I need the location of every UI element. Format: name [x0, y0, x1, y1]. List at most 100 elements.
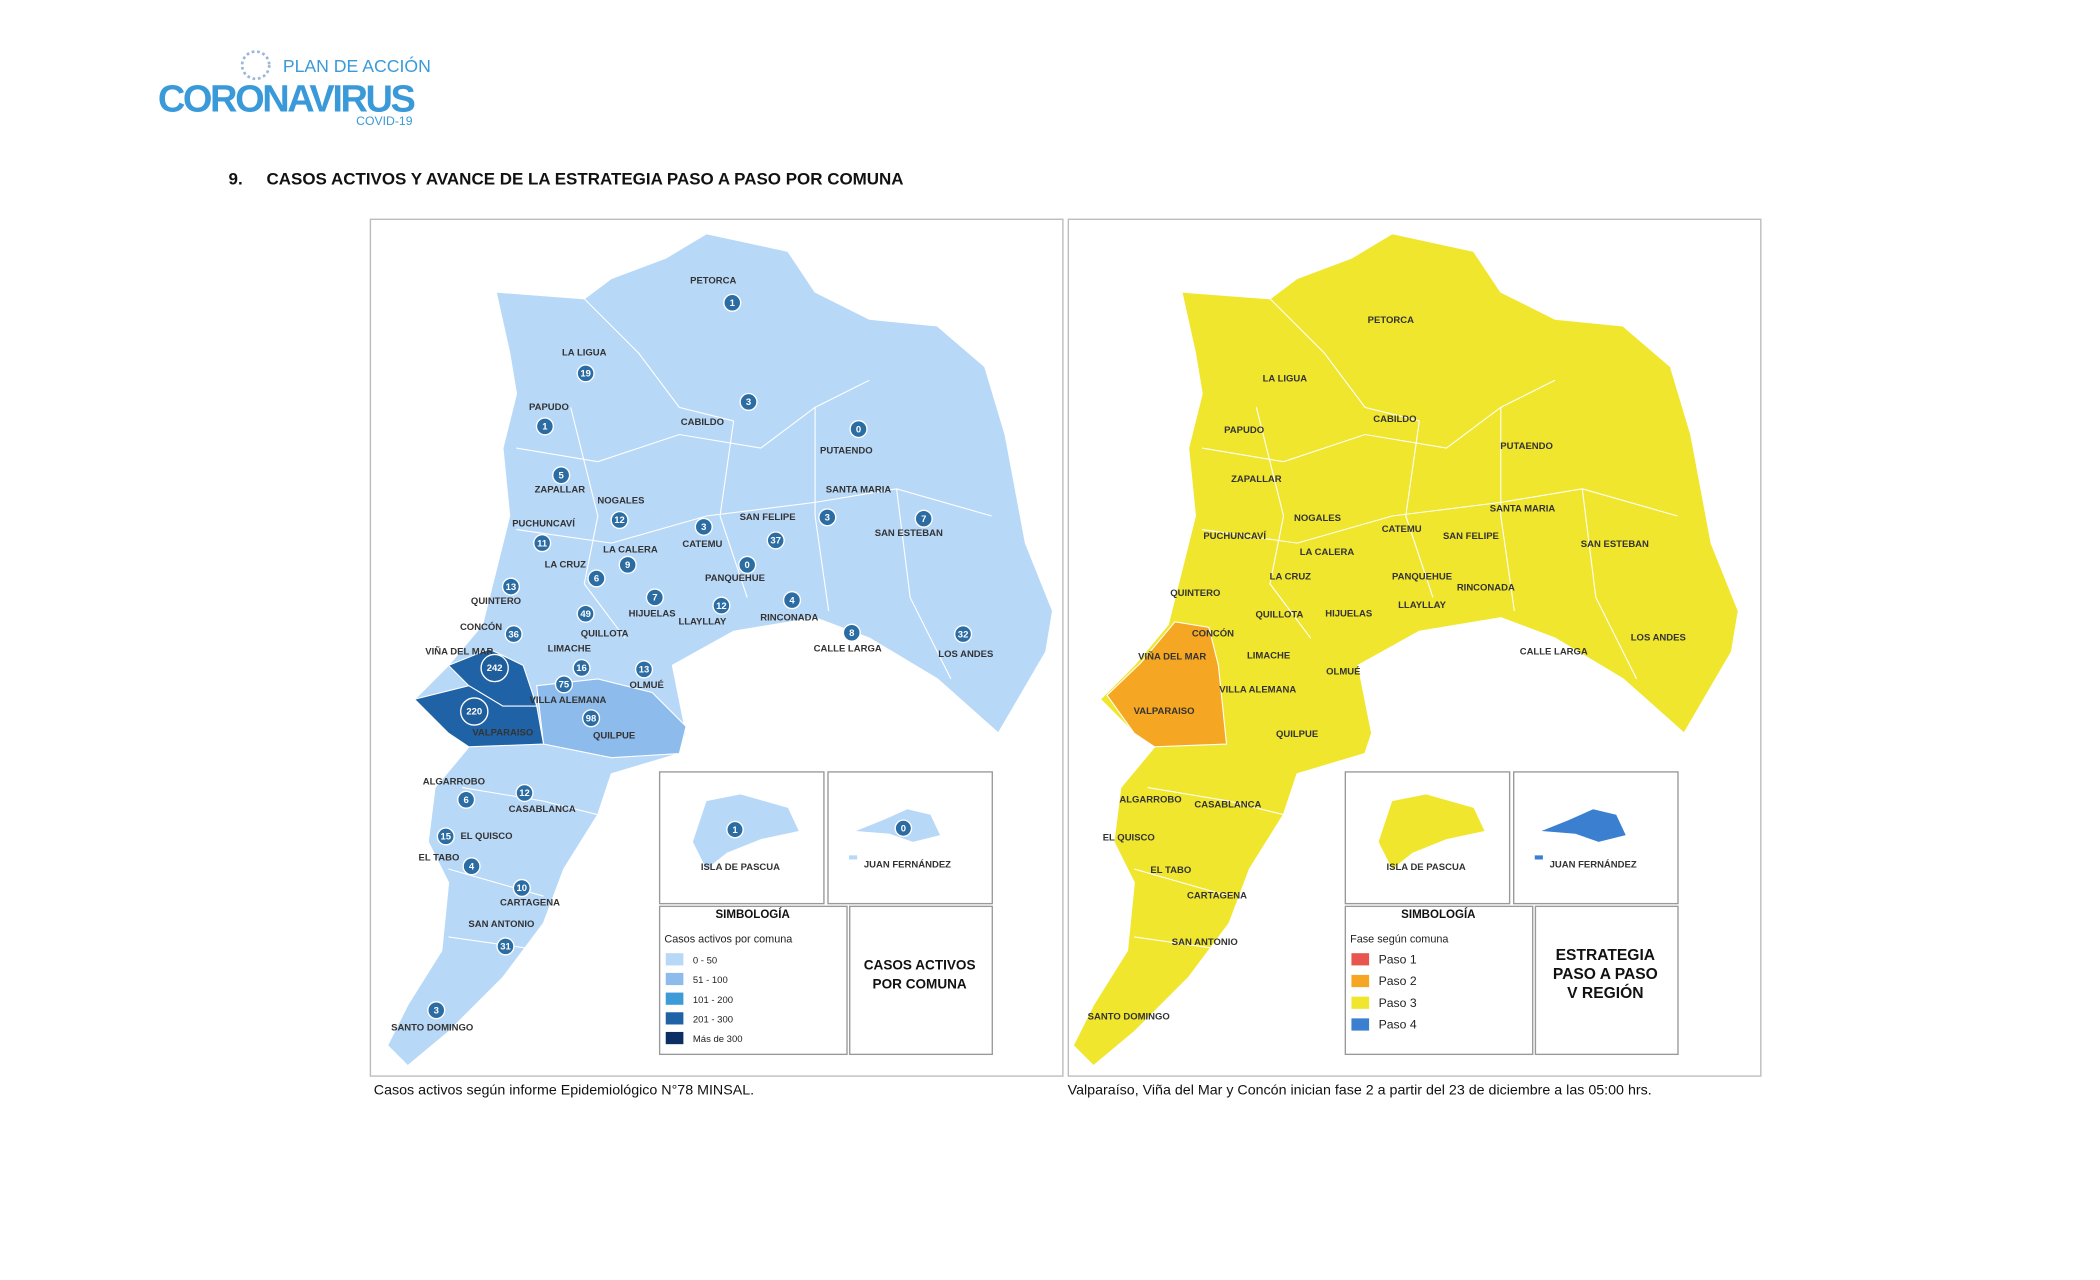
comuna-name: SAN ANTONIO	[468, 919, 534, 930]
legend-swatch	[665, 972, 684, 986]
panel-title: PASO A PASO	[1553, 966, 1658, 983]
case-badge	[610, 510, 629, 530]
case-badge	[572, 658, 591, 678]
legend-label: 201 - 300	[693, 1014, 733, 1025]
logo-sub: COVID-19	[356, 114, 413, 128]
legend-title: SIMBOLOGÍA	[1401, 908, 1476, 921]
inset-frame	[1534, 905, 1679, 1056]
comuna-name: ALGARROBO	[1119, 794, 1181, 805]
case-count: 12	[716, 601, 727, 612]
comuna-name: PUTAENDO	[820, 445, 873, 456]
comuna-name: PUTAENDO	[1500, 441, 1553, 452]
comuna-border	[461, 787, 598, 816]
case-badge	[914, 509, 933, 528]
inset-frame	[849, 905, 993, 1056]
comuna-name: RINCONADA	[1457, 582, 1515, 593]
case-count: 4	[789, 595, 795, 606]
case-count: 7	[652, 593, 657, 604]
island-name: JUAN FERNÁNDEZ	[864, 859, 951, 870]
legend-label: 101 - 200	[693, 995, 733, 1006]
comuna-border	[1255, 407, 1312, 639]
comuna-name: OLMUÉ	[630, 680, 664, 691]
comuna-name: LIMACHE	[548, 644, 591, 655]
comuna-name: SAN ESTEBAN	[875, 528, 943, 539]
comuna-name: SANTA MARIA	[1490, 504, 1556, 515]
case-badge	[462, 857, 481, 876]
comuna-name: ALGARROBO	[423, 777, 485, 788]
comuna-name: NOGALES	[1294, 513, 1341, 524]
comuna-name: CASABLANCA	[1194, 800, 1261, 811]
comuna-name: EL QUISCO	[460, 831, 512, 842]
case-count: 12	[519, 788, 530, 799]
comuna-border	[1581, 488, 1638, 680]
case-count: 19	[580, 369, 591, 380]
case-badge	[723, 293, 742, 312]
island-name: JUAN FERNÁNDEZ	[1550, 859, 1637, 870]
comuna-name: LA CALERA	[603, 544, 658, 555]
case-count: 3	[746, 397, 751, 408]
section-title: CASOS ACTIVOS Y AVANCE DE LA ESTRATEGIA …	[267, 170, 904, 189]
case-count: 11	[537, 538, 548, 549]
comuna-name: NOGALES	[597, 496, 644, 507]
case-badge	[552, 466, 571, 485]
comuna-name: QUILPUE	[593, 730, 635, 741]
case-badge	[501, 577, 521, 596]
legend-swatch	[665, 1012, 684, 1025]
comuna-border	[516, 488, 992, 544]
comuna-border	[1201, 488, 1678, 544]
comuna-name: SAN FELIPE	[740, 512, 796, 523]
legend-swatch	[1351, 996, 1370, 1009]
comuna-name: CASABLANCA	[509, 804, 576, 815]
comuna-name: CABILDO	[681, 417, 724, 428]
comuna-name: VALPARAISO	[472, 728, 533, 739]
case-count: 8	[849, 628, 854, 639]
comuna-name: LIMACHE	[1247, 650, 1290, 661]
comuna-name: SAN ESTEBAN	[1581, 539, 1649, 550]
caption: Valparaíso, Viña del Mar y Concón inicia…	[1068, 1082, 1652, 1098]
case-count: 9	[625, 560, 630, 571]
comuna-name: SAN ANTONIO	[1172, 937, 1238, 948]
comuna-name: PAPUDO	[529, 402, 569, 413]
comuna-border	[1201, 379, 1556, 463]
comuna-name: ZAPALLAR	[1231, 474, 1282, 485]
logo: PLAN DE ACCIÓN CORONAVIRUS COVID-19	[158, 50, 431, 128]
legend-swatch	[1351, 974, 1370, 988]
case-badge	[818, 508, 837, 527]
legend-label: 51 - 100	[693, 975, 728, 986]
legend-swatch	[665, 953, 684, 966]
case-badge	[766, 531, 785, 550]
comuna-name: LA CALERA	[1300, 547, 1355, 558]
legend-label: Paso 3	[1379, 996, 1417, 1010]
case-badge	[504, 625, 523, 644]
comuna-name: PAPUDO	[1224, 425, 1264, 436]
comuna-name: CALLE LARGA	[814, 644, 882, 655]
comuna-name: QUILLOTA	[581, 629, 629, 640]
island-shape	[1378, 794, 1485, 870]
comuna-name: PETORCA	[690, 276, 736, 287]
case-count: 15	[440, 832, 451, 843]
case-count: 6	[594, 574, 599, 585]
map: ISLA DE PASCUA JUAN FERNÁNDEZ SIMBOLOGÍA Fa…	[1072, 232, 1740, 1067]
case-count: 3	[434, 1005, 439, 1016]
inset-frame	[1344, 905, 1534, 1056]
comuna-name: LLAYLLAY	[1398, 600, 1447, 611]
comuna-border	[896, 488, 952, 680]
case-badge	[535, 417, 554, 436]
legend-swatch	[665, 992, 684, 1005]
comuna-border	[719, 420, 748, 598]
case-badge	[436, 827, 455, 846]
case-badge	[581, 709, 601, 728]
comuna-border	[516, 379, 870, 463]
island-name: ISLA DE PASCUA	[701, 862, 780, 873]
comuna-name: HIJUELAS	[1325, 608, 1372, 619]
logo-icon	[240, 50, 271, 81]
case-count: 0	[856, 424, 861, 435]
case-count: 220	[466, 707, 482, 718]
region-shape	[386, 232, 1054, 1067]
comuna-name: CONCÓN	[460, 621, 502, 633]
comuna-name: CARTAGENA	[500, 897, 560, 908]
case-count: 16	[576, 663, 587, 674]
island-shape	[1534, 809, 1626, 860]
comuna-name: EL QUISCO	[1103, 832, 1155, 843]
case-badge	[782, 591, 802, 610]
